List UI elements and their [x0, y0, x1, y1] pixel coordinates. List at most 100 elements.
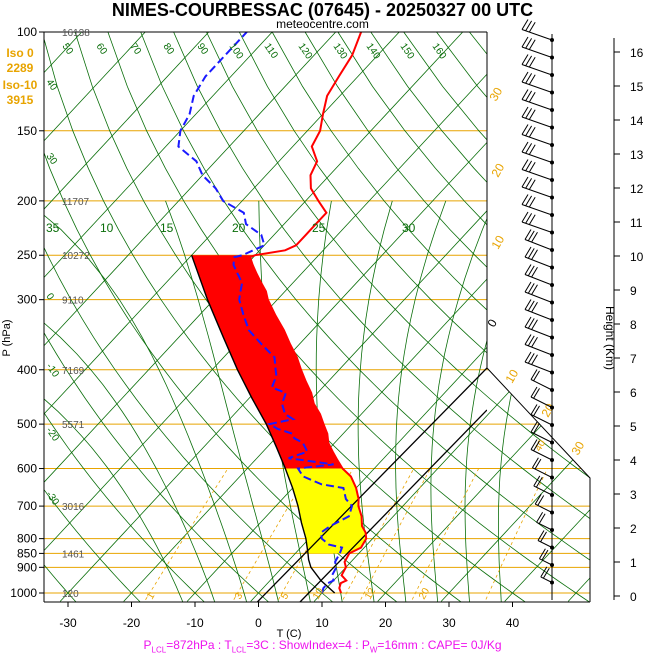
isotherm-label: 80 [161, 41, 177, 57]
isotherm-line [44, 32, 146, 602]
dry-adiabat [206, 32, 590, 602]
wind-barb-flag [525, 178, 533, 189]
y-tick-label: 850 [17, 546, 37, 560]
wind-barb-flag [528, 109, 536, 121]
wind-barb [521, 204, 553, 216]
show-index: 4 [345, 638, 352, 652]
wind-barb-flag [533, 388, 540, 399]
wind-barb-flag [537, 530, 545, 541]
theta-label: 30 [402, 221, 416, 235]
wind-barb-flag [525, 160, 533, 172]
wind-barb-flag [525, 20, 533, 32]
moist-adiabat [44, 200, 248, 602]
wind-barb-flag [525, 38, 533, 49]
wind-barb-flag [521, 71, 529, 83]
isotherm-line [44, 32, 337, 602]
wind-barb [521, 64, 553, 76]
wind-barb-flag [528, 214, 536, 226]
wind-barb-flag [540, 566, 548, 578]
moist-adiabat [44, 200, 185, 602]
y-tick-label: 400 [17, 363, 37, 377]
lcl-pressure: 872hPa [173, 638, 215, 652]
wind-barb [524, 274, 553, 286]
wind-barb [530, 396, 553, 408]
dry-adiabat [469, 32, 590, 602]
geopotential-label: 9110 [62, 296, 84, 307]
isotherm-label: 150 [398, 41, 417, 61]
right-temperature-label: 30 [568, 439, 587, 458]
dry-adiabat [44, 32, 208, 602]
wind-barb [537, 540, 553, 548]
height-tick-label: 15 [630, 80, 644, 94]
right-temperature-label: 30 [486, 85, 505, 104]
x-tick-label: -30 [59, 616, 77, 630]
wind-barb [521, 116, 553, 128]
wind-barb-flag [521, 194, 529, 205]
height-tick-label: 16 [630, 46, 644, 60]
right-temperature-label: 10 [488, 233, 507, 252]
wind-barb-flag [530, 404, 538, 415]
lcl-temperature: 3C [253, 638, 269, 652]
mixing-ratio-line [339, 468, 415, 602]
mixing-ratio-label: 3 [233, 591, 246, 602]
wind-barb-flag [541, 549, 549, 561]
isotherm-label: -10 [44, 361, 62, 380]
iso-10-label: Iso-10 [2, 78, 38, 92]
wind-barb-flag [538, 548, 546, 559]
wind-barb [521, 186, 553, 198]
isotherm-label: 120 [296, 41, 315, 61]
isotherm-label: 30 [44, 151, 60, 167]
isotherm-line [186, 32, 590, 602]
wind-barb-flag [524, 316, 532, 328]
wind-barb [524, 344, 553, 356]
moist-adiabat [44, 200, 217, 602]
isotherm-label: 0 [44, 291, 56, 302]
freezing-reference-line [256, 367, 487, 602]
wind-barb-flag [527, 248, 535, 259]
wind-barb-flag [533, 423, 540, 434]
wind-barb [521, 169, 553, 181]
wind-barb [524, 256, 553, 268]
height-axis-title: Height (Km) [603, 306, 617, 370]
isotherm-label: 60 [94, 41, 110, 57]
y-tick-label: 150 [17, 124, 37, 138]
wind-barb [533, 485, 553, 496]
wind-barb-flag [528, 127, 536, 138]
wind-barb-flag [525, 90, 533, 102]
isotherm-label: 110 [262, 41, 280, 61]
x-tick-label: -10 [186, 616, 204, 630]
height-tick-label: 14 [630, 114, 644, 128]
wind-barb-flag [533, 405, 540, 417]
wind-barb-flag [527, 318, 535, 329]
wind-barb-flag [521, 176, 529, 188]
dry-adiabat [44, 32, 401, 602]
y-tick-label: 200 [17, 194, 37, 208]
wind-barb [530, 414, 553, 426]
precipitable-water: 16mm [384, 638, 418, 652]
wind-barb-flag [538, 513, 546, 524]
wind-barb [524, 326, 553, 338]
wind-barb [524, 291, 553, 303]
dry-adiabat [44, 32, 273, 602]
theta-label: 25 [312, 221, 326, 235]
wind-barb [539, 558, 553, 566]
wind-barb-flag [540, 531, 547, 543]
moist-adiabat [498, 200, 582, 602]
wind-barb-flag [530, 421, 538, 433]
height-tick-label: 0 [630, 590, 637, 604]
height-tick-label: 9 [630, 284, 637, 298]
dry-adiabat [173, 32, 590, 602]
mixing-ratio-line [230, 468, 312, 602]
wind-barb [521, 29, 553, 41]
wind-barb-flag [524, 264, 532, 275]
moist-adiabat [357, 200, 393, 602]
wind-barb-flag [525, 55, 533, 67]
wind-barb-flag [527, 283, 535, 294]
y-tick-label: 500 [17, 417, 37, 431]
wind-barb [521, 46, 553, 58]
wind-barb-flag [528, 179, 536, 191]
height-tick-label: 13 [630, 148, 644, 162]
wind-barb-flag [527, 230, 535, 242]
geopotential-label: 3016 [62, 502, 85, 513]
wind-barb-flag [521, 19, 529, 30]
